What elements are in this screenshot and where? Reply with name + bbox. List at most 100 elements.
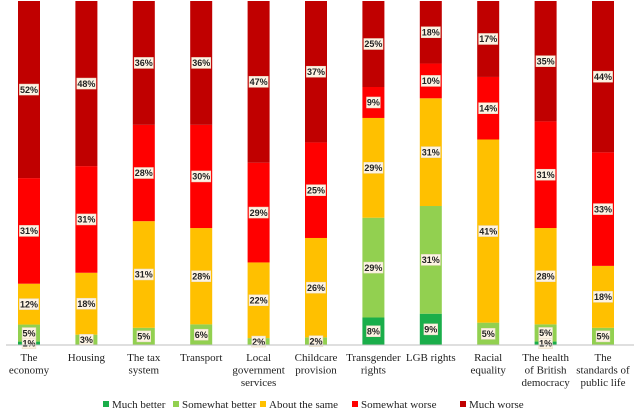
data-label-background	[363, 162, 384, 174]
legend: Much better Somewhat better About the same…	[103, 399, 524, 411]
data-label: 1%	[539, 338, 552, 348]
data-label: 29%	[364, 263, 382, 273]
data-label: 29%	[250, 208, 268, 218]
category-label: The health of British democracy	[521, 352, 570, 389]
data-label: 17%	[479, 34, 497, 44]
data-label-background	[593, 203, 613, 215]
data-label: 25%	[364, 39, 382, 49]
data-label-background	[191, 170, 212, 183]
legend-swatch-about-the-same	[260, 401, 266, 407]
data-label: 30%	[192, 172, 210, 182]
data-label: 52%	[20, 85, 38, 95]
data-label-background	[363, 261, 384, 274]
data-label-background	[76, 213, 97, 226]
legend-label-somewhat-better: Somewhat better	[182, 399, 257, 411]
data-label-background	[420, 146, 441, 158]
data-label: 14%	[479, 103, 497, 113]
category-label: Transgender rights	[346, 352, 401, 377]
data-label: 28%	[192, 271, 210, 281]
data-label-background	[306, 281, 326, 294]
category-label: Local government services	[232, 352, 285, 389]
data-label-background	[133, 167, 154, 179]
data-label: 9%	[424, 325, 437, 335]
category-label: Housing	[68, 352, 106, 364]
data-label-background	[478, 102, 499, 114]
data-label-background	[248, 76, 269, 88]
data-label: 33%	[594, 204, 612, 214]
data-label: 44%	[594, 72, 612, 82]
data-label: 18%	[422, 27, 440, 37]
legend-label-much-better: Much better	[112, 399, 166, 411]
data-label-background	[191, 57, 212, 69]
data-label-background	[366, 325, 381, 337]
data-label-background	[19, 225, 39, 237]
legend-label-about-the-same: About the same	[269, 399, 338, 411]
category-labels-layer: The economy Housing The tax system Transport L…	[9, 352, 630, 389]
data-label-background	[593, 291, 613, 303]
data-label: 22%	[250, 295, 268, 305]
data-label-background	[481, 328, 496, 340]
data-label: 28%	[537, 271, 555, 281]
legend-label-somewhat-worse: Somewhat worse	[361, 399, 437, 411]
data-label-background	[420, 75, 441, 87]
data-label: 5%	[482, 329, 495, 339]
data-label-background	[191, 270, 212, 282]
data-label: 36%	[192, 58, 210, 68]
legend-swatch-much-worse	[460, 401, 466, 407]
data-label: 31%	[422, 255, 440, 265]
data-label-background	[133, 57, 154, 69]
data-label-background	[251, 335, 266, 348]
data-label-background	[194, 328, 209, 341]
legend-swatch-somewhat-worse	[352, 401, 358, 407]
data-label-background	[76, 297, 97, 310]
data-label: 37%	[307, 67, 325, 77]
data-labels-layer: 1% 5% 12% 31% 52% 3% 18% 31% 48% 5% 31% 28% 36% 6% 28%…	[19, 26, 613, 350]
data-label-background	[21, 327, 37, 339]
data-label: 31%	[537, 170, 555, 180]
data-label: 48%	[77, 79, 95, 89]
data-label-background	[535, 168, 556, 181]
data-label: 2%	[252, 337, 265, 347]
data-label: 2%	[309, 336, 322, 346]
data-label: 3%	[80, 335, 93, 345]
data-label-background	[19, 83, 39, 96]
category-label: Racial equality	[470, 352, 506, 377]
data-label: 12%	[20, 299, 38, 309]
data-label-background	[478, 225, 499, 237]
data-label-background	[308, 335, 324, 347]
data-label: 10%	[422, 76, 440, 86]
data-label: 5%	[22, 328, 35, 338]
data-label: 31%	[20, 226, 38, 236]
data-label-background	[306, 184, 326, 196]
data-label: 47%	[250, 77, 268, 87]
data-label: 18%	[77, 299, 95, 309]
data-label: 31%	[422, 147, 440, 157]
data-label: 25%	[307, 185, 325, 195]
legend-swatch-somewhat-better	[173, 401, 179, 407]
data-label-background	[535, 55, 556, 67]
data-label: 41%	[479, 226, 497, 236]
data-label-background	[423, 323, 438, 336]
data-label-background	[535, 270, 556, 282]
data-label: 5%	[596, 332, 609, 342]
data-label-background	[136, 330, 151, 343]
data-label: 6%	[195, 330, 208, 340]
legend-swatch-much-better	[103, 401, 109, 407]
category-label: The standards of public life	[576, 352, 630, 389]
data-label-background	[420, 26, 441, 39]
data-label-background	[248, 294, 269, 307]
data-label: 31%	[77, 215, 95, 225]
data-label-background	[306, 65, 326, 78]
data-label-background	[133, 268, 154, 281]
data-label: 36%	[135, 58, 153, 68]
category-label: The economy	[9, 352, 50, 377]
data-label-background	[593, 70, 613, 83]
data-label: 9%	[367, 98, 380, 108]
data-label: 28%	[135, 168, 153, 178]
data-label-background	[366, 96, 381, 109]
category-label: The tax system	[127, 352, 161, 377]
data-label: 26%	[307, 283, 325, 293]
data-label-background	[538, 327, 553, 339]
data-label: 35%	[537, 56, 555, 66]
